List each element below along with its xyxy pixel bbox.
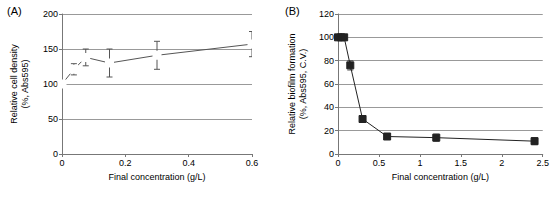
svg-text:0.4: 0.4	[182, 158, 195, 168]
svg-text:50: 50	[48, 114, 58, 124]
svg-text:1.5: 1.5	[455, 158, 468, 168]
svg-text:40: 40	[324, 102, 334, 112]
svg-text:0.5: 0.5	[373, 158, 386, 168]
svg-text:0: 0	[53, 149, 58, 159]
svg-text:Final concentration (g/L): Final concentration (g/L)	[108, 172, 205, 182]
svg-text:100: 100	[319, 32, 334, 42]
svg-text:0.6: 0.6	[246, 158, 259, 168]
svg-text:0: 0	[59, 158, 64, 168]
svg-text:120: 120	[319, 9, 334, 19]
svg-text:100: 100	[43, 79, 58, 89]
svg-text:Relative biofilm formation: Relative biofilm formation	[287, 33, 297, 134]
svg-text:(A): (A)	[7, 5, 22, 17]
svg-text:0.2: 0.2	[119, 158, 132, 168]
svg-text:0: 0	[329, 149, 334, 159]
svg-text:(B): (B)	[285, 5, 300, 17]
svg-text:(%, Abs595): (%, Abs595)	[20, 59, 30, 108]
svg-text:Relative cell density: Relative cell density	[9, 44, 19, 124]
svg-text:60: 60	[324, 79, 334, 89]
svg-text:0: 0	[335, 158, 340, 168]
svg-text:2: 2	[499, 158, 504, 168]
svg-text:(%, Abs595, C.V.): (%, Abs595, C.V.)	[298, 49, 308, 120]
svg-text:1: 1	[417, 158, 422, 168]
svg-text:Final concentration (g/L): Final concentration (g/L)	[392, 172, 489, 182]
svg-text:20: 20	[324, 126, 334, 136]
svg-text:200: 200	[43, 9, 58, 19]
svg-text:80: 80	[324, 56, 334, 66]
svg-text:150: 150	[43, 44, 58, 54]
svg-text:2.5: 2.5	[536, 158, 549, 168]
